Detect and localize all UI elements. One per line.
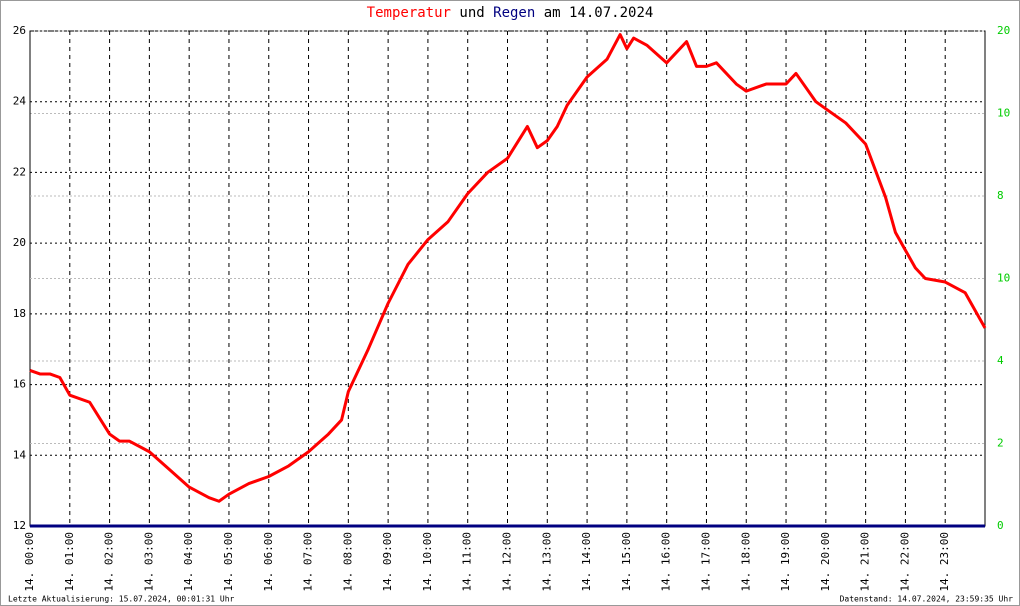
y-tick-label: 24 [13, 95, 27, 108]
x-tick-label: 14. 02:00 [103, 532, 116, 592]
y2-tick-label: 8 [997, 189, 1004, 202]
title-part: Temperatur [367, 5, 451, 21]
y-tick-label: 22 [13, 165, 26, 178]
footer-right: Datenstand: 14.07.2024, 23:59:35 Uhr [840, 595, 1014, 604]
y-tick-label: 16 [13, 378, 26, 391]
x-tick-label: 14. 06:00 [262, 532, 275, 592]
x-tick-label: 14. 03:00 [142, 532, 155, 592]
y2-tick-label: 0 [997, 519, 1004, 532]
x-tick-label: 14. 00:00 [23, 532, 36, 592]
x-tick-label: 14. 12:00 [501, 532, 514, 592]
x-tick-label: 14. 04:00 [182, 532, 195, 592]
x-tick-label: 14. 23:00 [938, 532, 951, 592]
y-tick-label: 18 [13, 307, 26, 320]
y-tick-label: 12 [13, 519, 26, 532]
x-tick-label: 14. 10:00 [421, 532, 434, 592]
footer-left: Letzte Aktualisierung: 15.07.2024, 00:01… [8, 595, 235, 604]
x-tick-label: 14. 14:00 [580, 532, 593, 592]
x-tick-label: 14. 17:00 [699, 532, 712, 592]
x-tick-label: 14. 18:00 [739, 532, 752, 592]
title-part: Regen [493, 5, 535, 21]
title-part: und [459, 5, 484, 21]
x-tick-label: 14. 22:00 [898, 532, 911, 592]
title-part: am 14.07.2024 [544, 5, 654, 21]
x-tick-label: 14. 05:00 [222, 532, 235, 592]
y-tick-label: 14 [13, 448, 27, 461]
y2-tick-label: 10 [997, 107, 1010, 120]
x-tick-label: 14. 19:00 [779, 532, 792, 592]
y-tick-label: 20 [13, 236, 26, 249]
x-tick-label: 14. 16:00 [660, 532, 673, 592]
x-tick-label: 14. 09:00 [381, 532, 394, 592]
y2-tick-label: 20 [997, 24, 1010, 37]
x-tick-label: 14. 07:00 [302, 532, 315, 592]
x-tick-label: 14. 01:00 [63, 532, 76, 592]
y2-tick-label: 10 [997, 272, 1010, 285]
x-tick-label: 14. 11:00 [461, 532, 474, 592]
series-line [29, 33, 987, 503]
x-tick-label: 14. 21:00 [859, 532, 872, 592]
x-tick-label: 14. 15:00 [620, 532, 633, 592]
y2-tick-label: 2 [997, 437, 1004, 450]
x-tick-label: 14. 20:00 [819, 532, 832, 592]
chart-title: Temperatur und Regen am 14.07.2024 [367, 5, 654, 21]
x-tick-label: 14. 13:00 [540, 532, 553, 592]
y2-tick-label: 4 [997, 354, 1004, 367]
x-tick-label: 14. 08:00 [341, 532, 354, 592]
y-tick-label: 26 [13, 24, 26, 37]
